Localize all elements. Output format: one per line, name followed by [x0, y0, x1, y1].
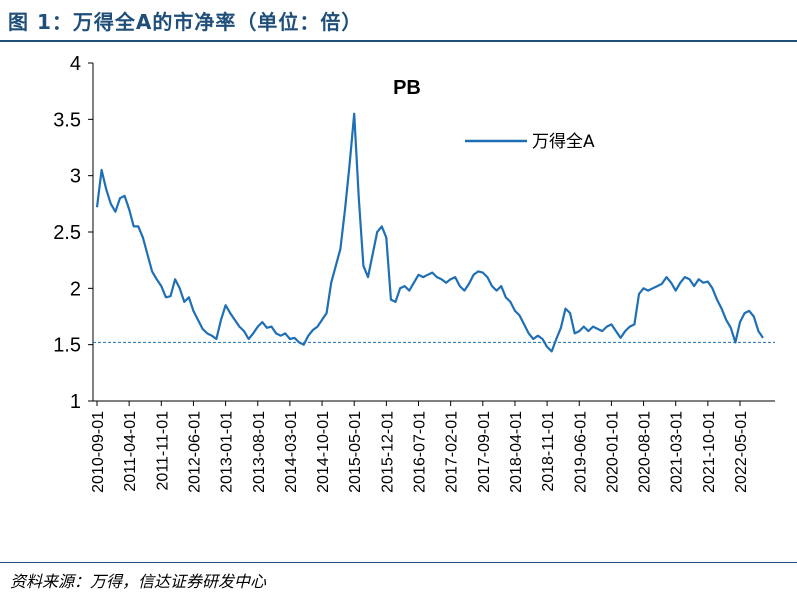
x-tick-label: 2016-07-01 [412, 411, 429, 493]
x-tick-label: 2020-01-01 [604, 411, 621, 493]
y-tick-label: 1.5 [53, 335, 81, 357]
x-tick-label: 2015-12-01 [379, 411, 396, 493]
y-tick-label: 3 [70, 166, 81, 188]
series-line [95, 112, 764, 353]
x-tick-label: 2017-09-01 [476, 411, 493, 493]
x-tick-label: 2021-03-01 [669, 411, 686, 493]
x-tick-label: 2015-05-01 [347, 411, 364, 493]
x-tick-label: 2011-11-01 [154, 411, 171, 491]
x-tick-label: 2021-10-01 [701, 411, 718, 493]
legend-label: 万得全A [532, 132, 595, 152]
y-tick-label: 1 [70, 391, 81, 413]
legend: 万得全A [465, 132, 595, 152]
x-tick-label: 2014-03-01 [283, 411, 300, 493]
x-tick-label: 2018-11-01 [540, 411, 557, 492]
x-axis-ticks: 2010-09-01 2011-04-01 2011-11-01 2012-06-01… [90, 401, 750, 493]
x-tick-label: 2011-04-01 [122, 411, 139, 492]
y-tick-label: 2.5 [53, 222, 81, 244]
x-tick-label: 2018-04-01 [508, 411, 525, 493]
y-axis-ticks: 1 1.5 2 2.5 3 3.5 4 [53, 53, 93, 413]
x-tick-label: 2013-01-01 [219, 411, 236, 493]
y-tick-label: 2 [70, 278, 81, 300]
x-tick-label: 2014-10-01 [315, 411, 332, 493]
x-tick-label: 2020-08-01 [637, 411, 654, 493]
x-tick-label: 2013-08-01 [251, 411, 268, 493]
source-note: 资料来源：万得，信达证券研发中心 [10, 572, 267, 591]
chart-title: PB [393, 77, 421, 99]
bottom-rule [0, 562, 797, 563]
top-rule [0, 40, 797, 42]
x-tick-label: 2022-05-01 [733, 411, 750, 493]
figure-title: 图 1：万得全A的市净率（单位：倍） [8, 10, 363, 34]
x-tick-label: 2010-09-01 [90, 411, 107, 493]
y-tick-label: 4 [70, 53, 81, 75]
x-tick-label: 2012-06-01 [186, 411, 203, 493]
x-tick-label: 2017-02-01 [444, 411, 461, 493]
y-tick-label: 3.5 [53, 109, 81, 131]
x-tick-label: 2019-06-01 [572, 411, 589, 493]
